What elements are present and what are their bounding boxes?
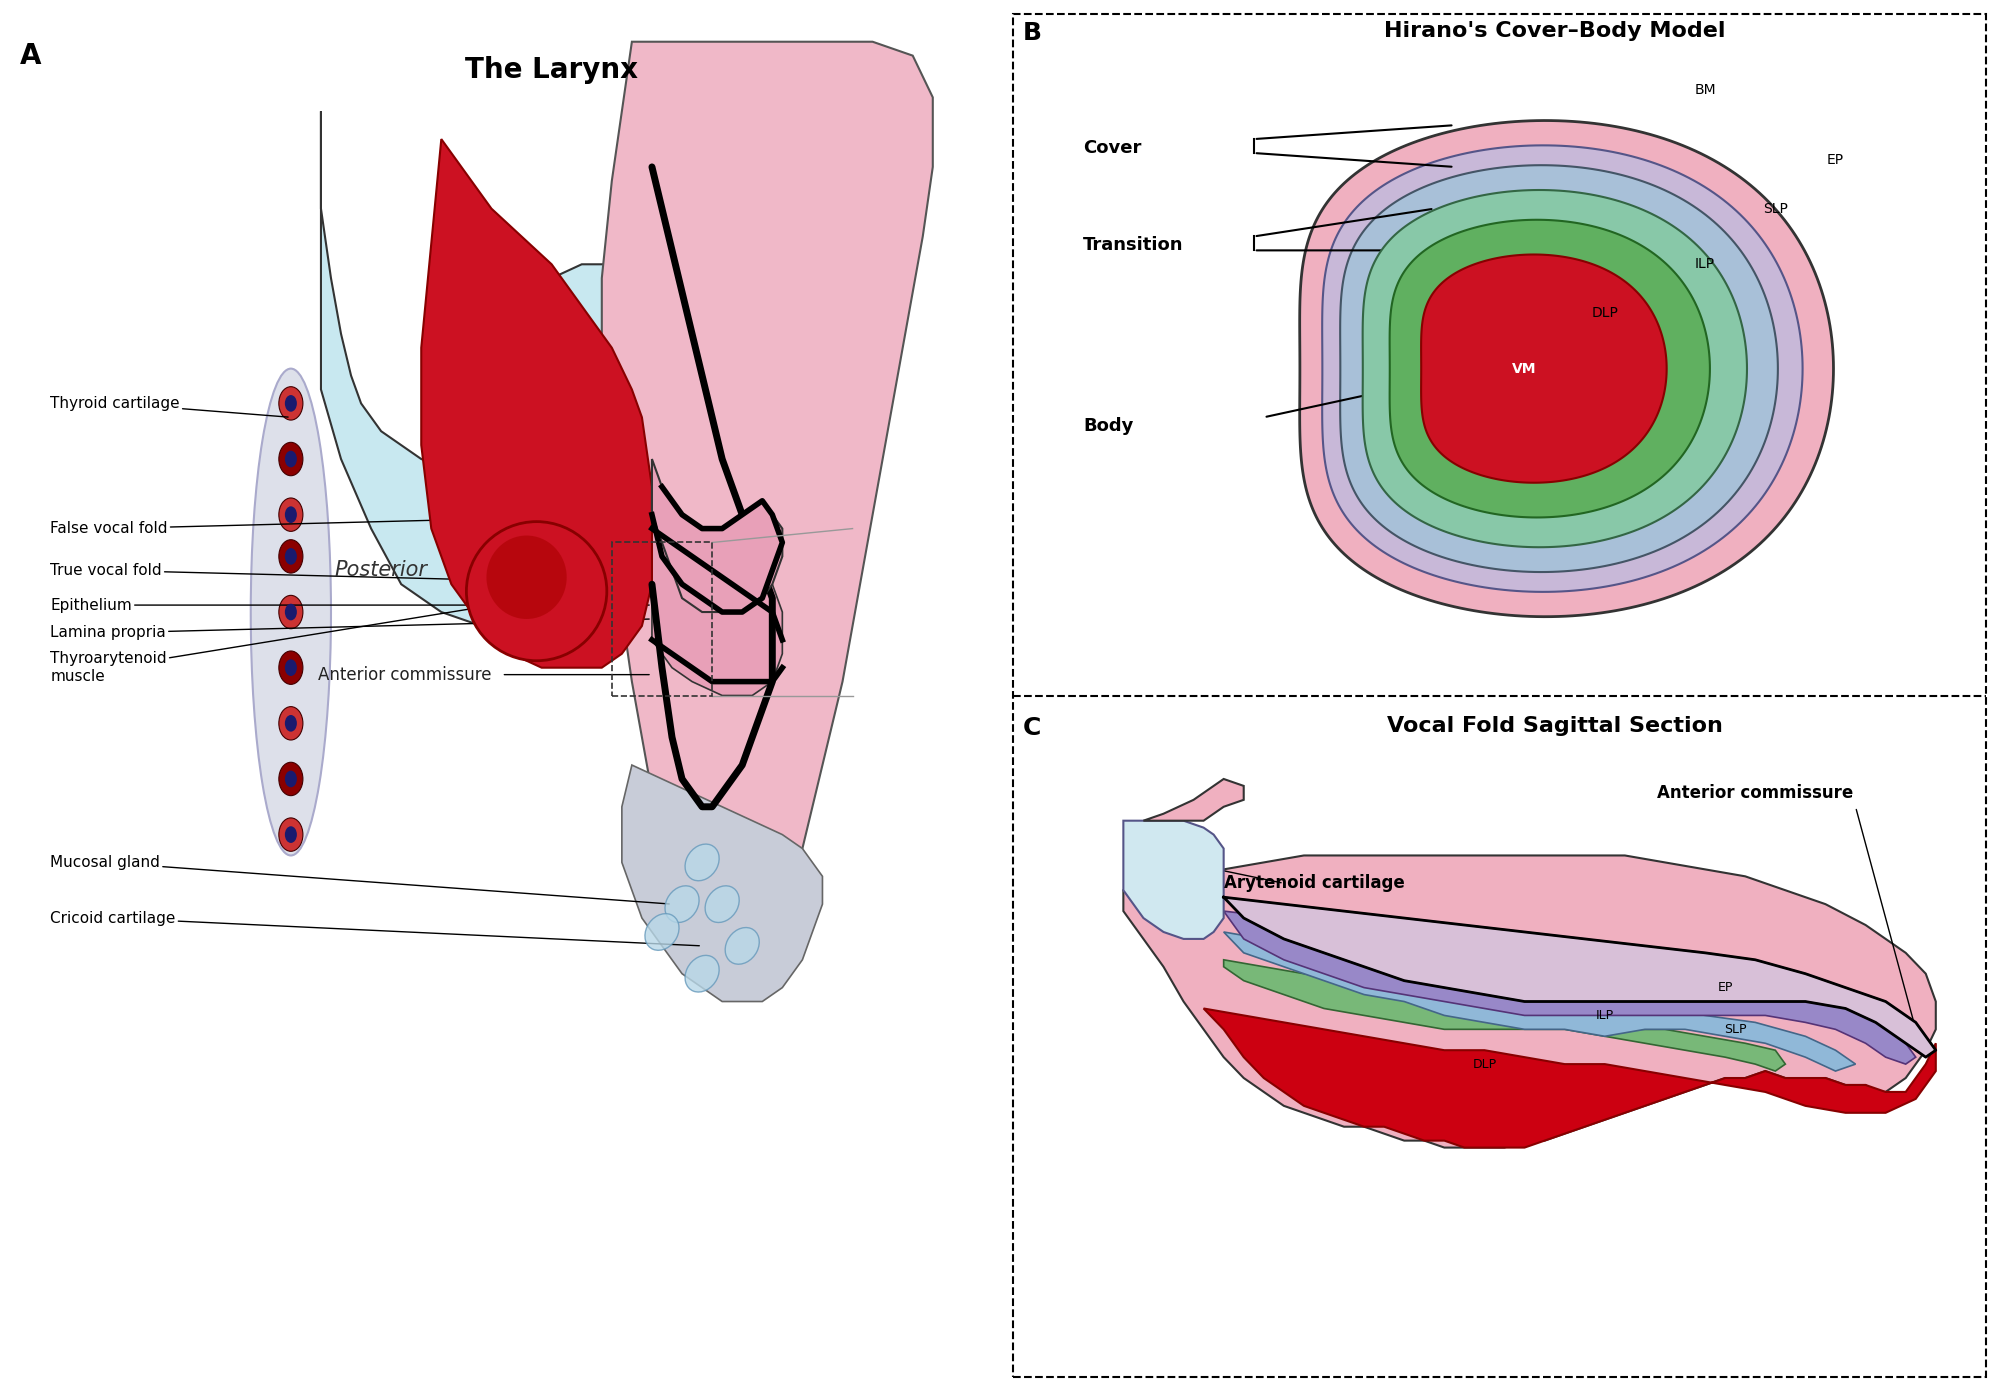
- Text: B: B: [1023, 21, 1041, 45]
- Circle shape: [279, 540, 303, 573]
- Text: Cover: Cover: [1083, 139, 1141, 157]
- Text: BM: BM: [1694, 83, 1714, 97]
- Polygon shape: [1339, 166, 1776, 572]
- Polygon shape: [1123, 821, 1223, 939]
- Text: DLP: DLP: [1472, 1057, 1496, 1071]
- Circle shape: [285, 451, 297, 467]
- Ellipse shape: [465, 522, 608, 661]
- Text: SLP: SLP: [1722, 1022, 1746, 1036]
- Circle shape: [285, 395, 297, 412]
- Polygon shape: [1123, 855, 1935, 1148]
- Text: Cricoid cartilage: Cricoid cartilage: [50, 911, 700, 946]
- Circle shape: [279, 762, 303, 796]
- Text: A: A: [20, 42, 42, 70]
- Polygon shape: [622, 765, 822, 1002]
- Text: Thyroarytenoid
muscle: Thyroarytenoid muscle: [50, 598, 533, 684]
- Circle shape: [279, 387, 303, 420]
- Ellipse shape: [686, 956, 718, 992]
- Text: SLP: SLP: [1762, 202, 1786, 216]
- Text: Arytenoid cartilage: Arytenoid cartilage: [1223, 875, 1404, 892]
- Text: Vocal Fold Sagittal Section: Vocal Fold Sagittal Section: [1385, 716, 1722, 736]
- Circle shape: [279, 651, 303, 684]
- Text: The Larynx: The Larynx: [465, 56, 638, 83]
- Bar: [612, 542, 712, 696]
- Text: ILP: ILP: [1594, 1008, 1614, 1022]
- Circle shape: [279, 498, 303, 531]
- Circle shape: [285, 604, 297, 620]
- Polygon shape: [1143, 779, 1243, 821]
- Text: Transition: Transition: [1083, 236, 1183, 255]
- Circle shape: [285, 771, 297, 787]
- Text: Hirano's Cover–Body Model: Hirano's Cover–Body Model: [1383, 21, 1724, 40]
- Circle shape: [285, 506, 297, 523]
- Text: Thyroid cartilage: Thyroid cartilage: [50, 396, 289, 417]
- Polygon shape: [1361, 191, 1746, 547]
- Text: False vocal fold: False vocal fold: [50, 515, 650, 536]
- Polygon shape: [1420, 255, 1666, 483]
- Ellipse shape: [251, 369, 331, 855]
- Ellipse shape: [485, 536, 567, 619]
- Text: DLP: DLP: [1590, 306, 1618, 320]
- Text: Lamina propria: Lamina propria: [50, 619, 650, 640]
- Text: Mucosal gland: Mucosal gland: [50, 855, 670, 904]
- Text: EP: EP: [1716, 981, 1732, 995]
- Ellipse shape: [666, 886, 698, 922]
- Circle shape: [285, 715, 297, 732]
- Polygon shape: [321, 111, 712, 626]
- Text: VM: VM: [1512, 362, 1536, 376]
- Polygon shape: [1223, 932, 1855, 1071]
- Text: Anterior commissure: Anterior commissure: [1656, 785, 1853, 801]
- Polygon shape: [652, 529, 782, 696]
- Ellipse shape: [686, 844, 718, 881]
- Polygon shape: [1223, 897, 1935, 1057]
- Polygon shape: [421, 139, 652, 668]
- Polygon shape: [1389, 220, 1708, 517]
- Text: Epithelium: Epithelium: [50, 598, 650, 612]
- Text: Body: Body: [1083, 417, 1133, 435]
- Polygon shape: [1321, 145, 1802, 593]
- Circle shape: [285, 548, 297, 565]
- Circle shape: [285, 826, 297, 843]
- Polygon shape: [602, 42, 932, 988]
- Text: EP: EP: [1827, 153, 1843, 167]
- Ellipse shape: [726, 928, 758, 964]
- Circle shape: [279, 442, 303, 476]
- Polygon shape: [1223, 911, 1915, 1064]
- Text: C: C: [1023, 716, 1041, 740]
- Circle shape: [279, 818, 303, 851]
- Text: Posterior: Posterior: [335, 561, 427, 580]
- Circle shape: [279, 595, 303, 629]
- Polygon shape: [652, 459, 782, 612]
- Text: True vocal fold: True vocal fold: [50, 563, 650, 584]
- Ellipse shape: [706, 886, 738, 922]
- Ellipse shape: [646, 914, 678, 950]
- Text: ILP: ILP: [1694, 257, 1714, 271]
- Polygon shape: [1203, 1008, 1935, 1148]
- Circle shape: [279, 707, 303, 740]
- Circle shape: [285, 659, 297, 676]
- Text: Anterior commissure: Anterior commissure: [319, 666, 491, 683]
- Polygon shape: [1299, 121, 1833, 616]
- Polygon shape: [1223, 960, 1784, 1071]
